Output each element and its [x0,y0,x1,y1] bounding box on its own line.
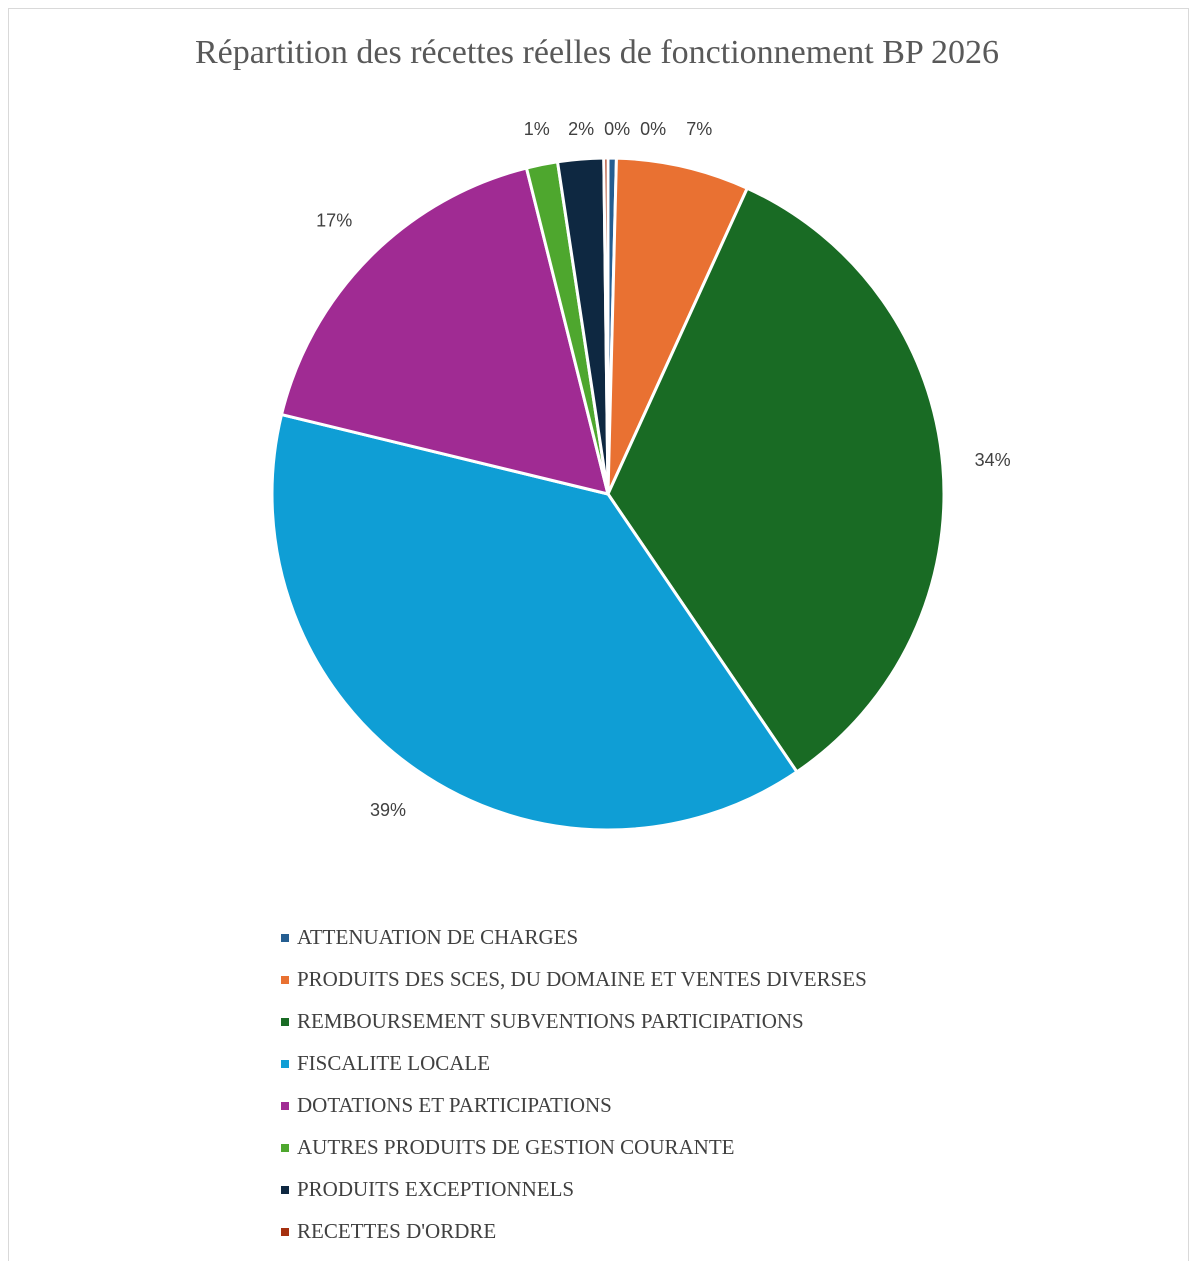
data-label: 39% [370,800,406,820]
legend-swatch [281,1228,289,1236]
data-label: 1% [524,119,550,139]
legend-swatch [281,1186,289,1194]
legend-swatch [281,976,289,984]
data-label: 7% [686,119,712,139]
data-label: 0% [640,119,666,139]
data-label: 2% [568,119,594,139]
legend-swatch [281,1144,289,1152]
pie-slice [270,412,799,832]
data-label: 17% [316,211,352,231]
legend-swatch [281,934,289,942]
legend-label: ATTENUATION DE CHARGES [297,925,578,949]
legend-label: REMBOURSEMENT SUBVENTIONS PARTICIPATIONS [297,1009,804,1033]
legend-label: DOTATIONS ET PARTICIPATIONS [297,1093,612,1117]
pie-slice [602,156,610,495]
pie-slice [606,156,750,495]
legend-label: PRODUITS DES SCES, DU DOMAINE ET VENTES … [297,967,867,991]
legend-label: PRODUITS EXCEPTIONNELS [297,1177,574,1201]
chart-title: Répartition des récettes réelles de fonc… [195,34,999,71]
pie-slice [606,186,946,774]
legend-swatch [281,1018,289,1026]
legend-label: AUTRES PRODUITS DE GESTION COURANTE [297,1135,735,1159]
legend-label: FISCALITE LOCALE [297,1051,490,1075]
legend-swatch [281,1060,289,1068]
data-label: 34% [975,450,1011,470]
legend-label: RECETTES D'ORDRE [297,1219,496,1243]
legend-swatch [281,1102,289,1110]
data-label: 0% [604,119,630,139]
pie-slice [279,166,611,497]
